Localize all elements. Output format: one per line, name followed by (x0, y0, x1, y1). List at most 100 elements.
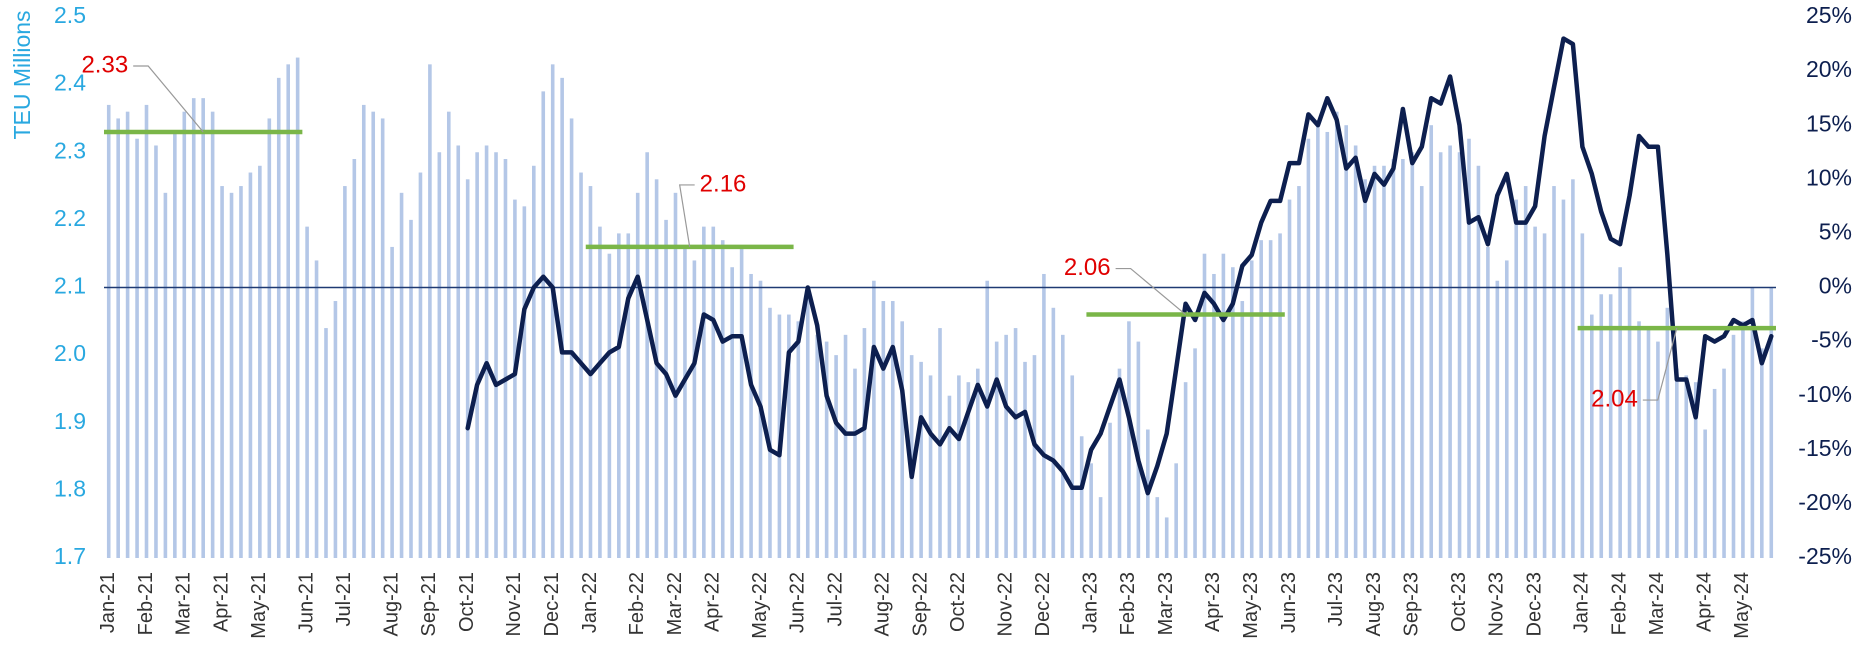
bar (1684, 375, 1689, 558)
bar (1712, 388, 1717, 558)
bar (1391, 159, 1396, 558)
bar (1117, 368, 1122, 558)
bar (1202, 253, 1207, 558)
bar (1457, 152, 1462, 558)
x-tick-label: Dec-21 (541, 572, 563, 636)
x-tick-label: Oct-21 (456, 572, 478, 632)
bar (560, 77, 564, 559)
bar (702, 226, 706, 558)
x-tick-label: Jul-23 (1325, 572, 1347, 626)
x-tick-label: Jul-22 (824, 572, 846, 626)
bar (1259, 240, 1263, 558)
x-tick-label: May-21 (248, 572, 270, 639)
bar (787, 314, 791, 558)
bar (1061, 334, 1065, 558)
bar (1486, 246, 1490, 559)
y2-tick-label: -5% (1811, 327, 1852, 353)
y-tick-label: 1.9 (54, 408, 86, 434)
bar (853, 368, 857, 558)
bar (144, 104, 149, 558)
bar (1051, 307, 1056, 558)
x-tick-label: Jul-21 (333, 572, 355, 626)
x-tick-label: Dec-23 (1523, 572, 1545, 636)
bar (957, 375, 961, 558)
bar (834, 355, 838, 558)
bar (305, 226, 309, 558)
bar (1533, 226, 1537, 558)
bar (1212, 273, 1216, 558)
bar (1693, 382, 1698, 558)
bar (890, 301, 895, 558)
leader-line (133, 65, 204, 133)
bar (484, 145, 489, 559)
x-tick-label: Sep-21 (418, 572, 440, 637)
bar (1552, 186, 1556, 558)
bar (985, 280, 990, 558)
bar (919, 361, 923, 558)
bar (1646, 328, 1651, 558)
bar (1287, 199, 1292, 558)
bar (1004, 334, 1008, 558)
bar (1608, 294, 1613, 558)
y-tick-label: 2.0 (54, 340, 86, 366)
leader-line (678, 184, 695, 248)
x-tick-label: Oct-22 (947, 572, 969, 632)
x-tick-label: Apr-22 (702, 572, 724, 632)
x-tick-label: Jun-21 (295, 572, 317, 633)
bar (201, 98, 205, 559)
bar (1448, 145, 1452, 559)
bar (1127, 321, 1131, 558)
y2-tick-label: 5% (1819, 218, 1852, 244)
bar (617, 233, 621, 558)
bar (1372, 165, 1377, 558)
y2-tick-label: 25% (1806, 2, 1852, 28)
bar (1467, 138, 1471, 558)
bar (1316, 125, 1320, 558)
bar (295, 57, 300, 558)
bar (163, 192, 168, 558)
bar (1665, 307, 1670, 558)
bar (1722, 368, 1726, 558)
x-tick-label: Jan-22 (579, 572, 601, 633)
bar (796, 321, 801, 558)
bar (229, 192, 234, 558)
x-tick-label: Nov-23 (1486, 572, 1508, 636)
bar (550, 64, 555, 559)
bar (1542, 233, 1547, 558)
bar (758, 280, 763, 558)
x-tick-label: Jan-24 (1571, 572, 1593, 633)
bar (418, 172, 423, 558)
bar (1023, 361, 1027, 558)
line (465, 36, 1774, 496)
bar (815, 334, 819, 558)
x-tick-label: Apr-21 (210, 572, 232, 632)
bar (1183, 382, 1188, 558)
bar (1297, 186, 1301, 558)
bar (1164, 517, 1169, 558)
bar (607, 253, 612, 558)
bar (1136, 341, 1141, 558)
x-tick-label: Jan-23 (1079, 572, 1101, 633)
bar (664, 219, 668, 558)
bar (947, 395, 952, 558)
average-label: 2.33 (81, 51, 128, 78)
bar (352, 159, 357, 558)
bar (1627, 287, 1632, 558)
bar (1155, 497, 1160, 558)
leader-line (1115, 267, 1186, 316)
y-tick-label: 1.8 (54, 475, 86, 501)
bar (881, 301, 886, 558)
leader-line (1642, 327, 1678, 401)
bar (513, 199, 517, 558)
bar (1750, 287, 1755, 558)
bar (1731, 334, 1736, 558)
x-tick-label: Aug-22 (872, 572, 894, 637)
bar (409, 219, 413, 558)
bar (116, 118, 120, 558)
bar (258, 165, 262, 558)
bar (1637, 321, 1641, 558)
y-tick-label: 2.2 (54, 205, 86, 231)
y2-tick-label: 10% (1806, 164, 1852, 190)
y2-tick-label: -20% (1798, 489, 1852, 515)
